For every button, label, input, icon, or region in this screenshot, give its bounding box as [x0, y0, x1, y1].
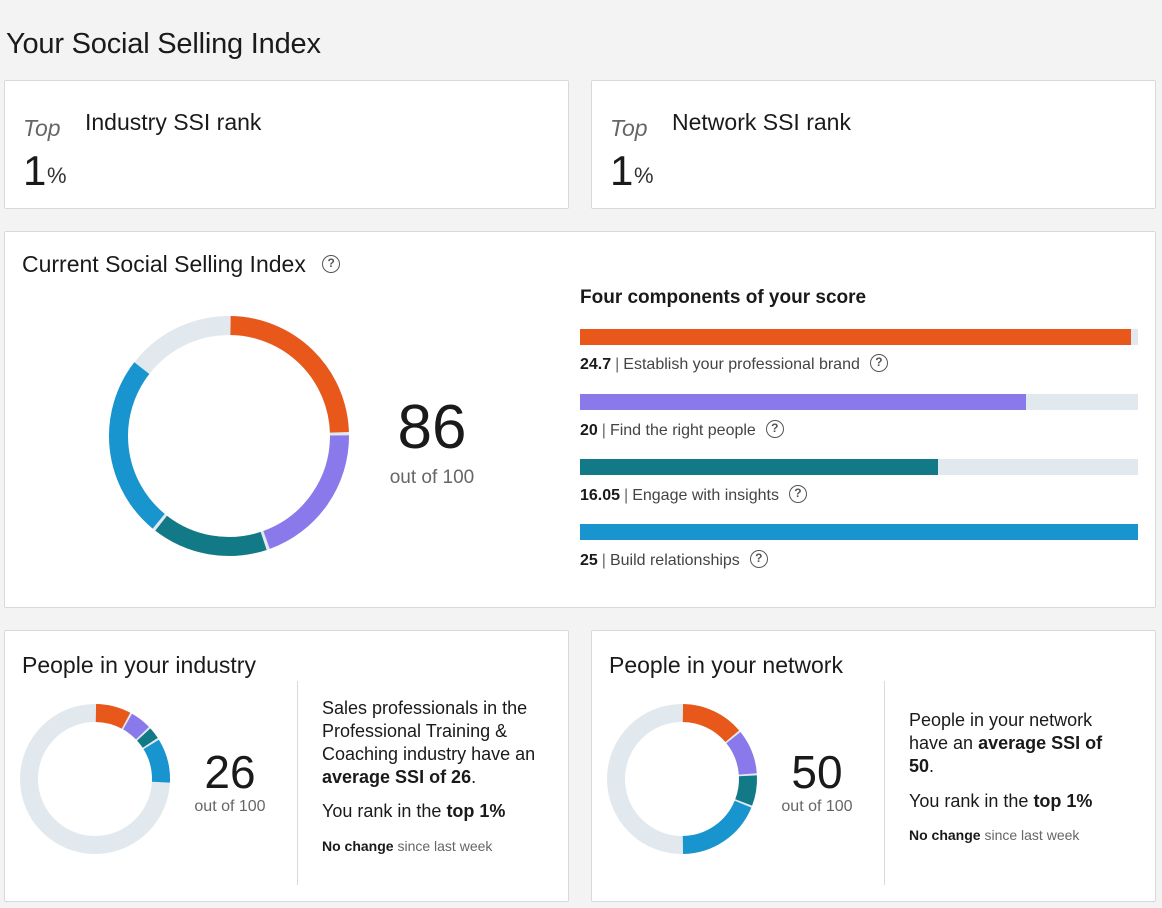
industry-change-rest: since last week	[393, 838, 493, 854]
industry-donut-segment-engage	[136, 728, 158, 748]
relationships-help-icon[interactable]: ?	[749, 550, 768, 569]
find-people-label: Find the right people	[609, 422, 756, 439]
network-change-line: No change since last week	[909, 827, 1079, 843]
industry-donut-segment-brand	[95, 704, 131, 729]
network-out-of: out of 100	[781, 798, 853, 815]
network-rank-card: Top Network SSI rank 1 %	[591, 80, 1156, 209]
find-people-bar-fill	[580, 394, 1027, 410]
brand-value: 24.7	[580, 356, 612, 373]
brand-label-row: 24.7 | Establish your professional brand?	[580, 354, 888, 374]
engage-bar-fill	[580, 459, 939, 475]
industry-out-of: out of 100	[194, 798, 266, 815]
network-desc-suffix: .	[929, 756, 935, 776]
current-ssi-donut	[109, 316, 350, 556]
industry-donut-segment-find-people	[122, 713, 149, 740]
industry-desc-text: Sales professionals in the Professional …	[322, 698, 536, 764]
relationships-value: 25	[580, 552, 598, 569]
network-rank-line: You rank in the top 1%	[909, 791, 1092, 812]
industry-description: Sales professionals in the Professional …	[322, 697, 562, 789]
network-desc-text: People in your network have an	[909, 710, 1093, 753]
current-ssi-title: Current Social Selling Index	[22, 251, 306, 277]
network-card: People in your network 50 out of 100 Peo…	[591, 630, 1156, 902]
industry-card: People in your industry 26 out of 100 Sa…	[4, 630, 569, 902]
network-rank-label: Network SSI rank	[672, 109, 851, 135]
industry-rank-prefix: You rank in the	[322, 801, 447, 821]
industry-rank-unit: %	[47, 163, 67, 188]
industry-rank-value: 1	[23, 147, 47, 194]
current-donut-segment-engage	[155, 515, 267, 556]
help-circle-icon[interactable]: ?	[322, 254, 341, 273]
find-people-label-row: 20 | Find the right people?	[580, 420, 784, 440]
network-change-bold: No change	[909, 827, 981, 843]
network-rank-top-label: Top	[610, 115, 648, 141]
find-people-bar	[580, 394, 1138, 410]
network-rank-bold: top 1%	[1033, 791, 1093, 811]
current-ssi-out-of: out of 100	[389, 467, 475, 488]
relationships-bar-fill	[580, 524, 1138, 540]
industry-rank-card: Top Industry SSI rank 1 %	[4, 80, 569, 209]
components-title: Four components of your score	[580, 287, 867, 308]
engage-value: 16.05	[580, 487, 621, 504]
network-donut	[607, 704, 757, 854]
find-people-help-icon[interactable]: ?	[765, 420, 784, 439]
industry-divider	[297, 681, 298, 885]
relationships-label-row: 25 | Build relationships?	[580, 550, 768, 570]
industry-rank-line: You rank in the top 1%	[322, 801, 505, 822]
current-donut-segment-brand	[230, 316, 349, 433]
brand-label: Establish your professional brand	[623, 356, 860, 373]
network-title: People in your network	[609, 652, 843, 678]
relationships-label: Build relationships	[609, 552, 740, 569]
brand-bar	[580, 329, 1138, 345]
brand-help-icon[interactable]: ?	[869, 354, 888, 373]
industry-rank-label: Industry SSI rank	[85, 109, 262, 135]
network-rank-value: 1	[610, 147, 634, 194]
industry-desc-suffix: .	[471, 767, 477, 787]
network-desc-bold: average SSI of 50	[909, 733, 1103, 776]
industry-score: 26	[204, 746, 256, 798]
network-divider	[884, 681, 885, 885]
current-ssi-card: Current Social Selling Index ? 86 out of…	[4, 231, 1156, 608]
current-ssi-title-row: Current Social Selling Index ?	[22, 251, 341, 278]
industry-donut-segment-relationships	[143, 739, 170, 783]
network-description: People in your network have an average S…	[909, 709, 1129, 778]
engage-label-row: 16.05 | Engage with insights?	[580, 485, 807, 505]
industry-title: People in your industry	[22, 652, 256, 678]
engage-label: Engage with insights	[632, 487, 779, 504]
current-ssi-score: 86	[397, 393, 467, 462]
industry-change-line: No change since last week	[322, 838, 492, 854]
industry-rank-bold: top 1%	[446, 801, 506, 821]
industry-rank-top-label: Top	[23, 115, 61, 141]
industry-donut	[20, 704, 170, 854]
network-rank-unit: %	[634, 163, 654, 188]
brand-bar-fill	[580, 329, 1132, 345]
industry-desc-bold: average SSI of 26	[322, 767, 472, 787]
engage-help-icon[interactable]: ?	[788, 485, 807, 504]
engage-bar	[580, 459, 1138, 475]
network-rank-prefix: You rank in the	[909, 791, 1034, 811]
relationships-bar	[580, 524, 1138, 540]
network-donut-segment-engage	[735, 775, 757, 806]
find-people-value: 20	[580, 422, 598, 439]
network-score: 50	[791, 746, 843, 798]
network-change-rest: since last week	[980, 827, 1080, 843]
industry-change-bold: No change	[322, 838, 394, 854]
current-donut-segment-find-people	[263, 435, 350, 549]
current-donut-segment-relationships	[109, 362, 165, 529]
page-title: Your Social Selling Index	[6, 28, 321, 60]
network-donut-segment-find-people	[726, 732, 757, 776]
network-donut-segment-brand	[682, 704, 740, 743]
network-donut-segment-relationships	[682, 800, 752, 854]
